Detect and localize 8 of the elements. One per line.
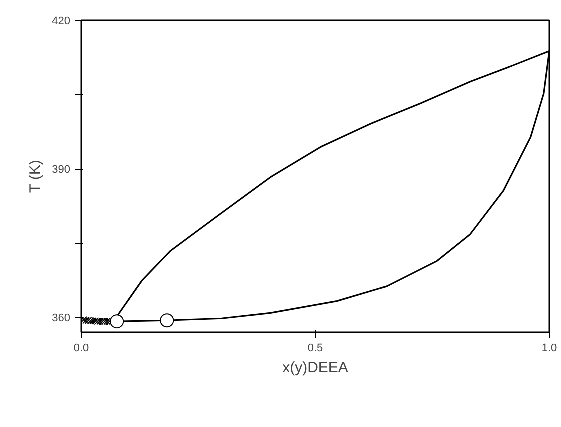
x-tick-label: 0.0	[74, 342, 90, 354]
y-tick-label: 420	[52, 16, 71, 28]
x-tick-label: 0.5	[308, 342, 324, 354]
y-axis-title: T (K)	[27, 160, 44, 194]
y-tick-label: 360	[52, 312, 71, 325]
x-axis-title: x(y)DEEA	[282, 360, 348, 376]
x-tick-label: 1.0	[542, 342, 558, 354]
y-tick-label: 390	[52, 164, 71, 176]
